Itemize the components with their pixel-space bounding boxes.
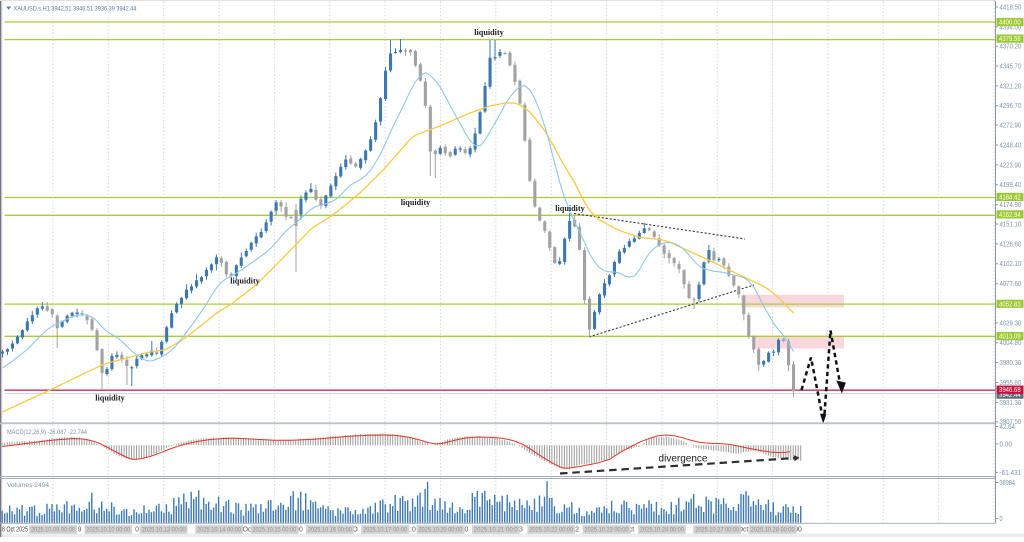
svg-text:2025.10.21 00:0: 2025.10.21 00:0: [474, 527, 518, 534]
svg-text:Volumes 2494: Volumes 2494: [7, 482, 49, 489]
svg-text:Oct: Oct: [738, 527, 749, 534]
svg-text:4199.40: 4199.40: [1000, 182, 1022, 189]
svg-text:4321.20: 4321.20: [1000, 83, 1022, 90]
svg-text:2025.10.09 00:00: 2025.10.09 00:00: [31, 527, 75, 534]
svg-text:2025.10.22 00:00: 2025.10.22 00:00: [529, 527, 573, 534]
svg-text:4370.20: 4370.20: [1000, 44, 1022, 51]
svg-text:Oct: Oct: [243, 527, 254, 534]
svg-text:2025.10.17 00:00: 2025.10.17 00:00: [363, 527, 407, 534]
svg-text:MACD(12,26,9) -26.087 -22.744: MACD(12,26,9) -26.087 -22.744: [7, 429, 87, 436]
svg-text:4052.83: 4052.83: [999, 301, 1021, 308]
svg-text:3907.50: 3907.50: [1000, 419, 1022, 426]
svg-text:8 Oct 2025: 8 Oct 2025: [2, 527, 28, 534]
svg-text:liquidity: liquidity: [95, 394, 125, 403]
svg-text:2025.10.10 00:00: 2025.10.10 00:00: [86, 527, 130, 534]
svg-text:4345.70: 4345.70: [1000, 64, 1022, 71]
svg-text:divergence: divergence: [659, 454, 708, 465]
svg-text:4151.10: 4151.10: [1000, 221, 1022, 228]
svg-text:4029.30: 4029.30: [1000, 320, 1022, 327]
svg-text:2025.10.24 00:00: 2025.10.24 00:00: [640, 527, 684, 534]
svg-text:4077.60: 4077.60: [1000, 281, 1022, 288]
svg-text:0: 0: [1000, 516, 1003, 523]
svg-text:4394.00: 4394.00: [1000, 24, 1022, 31]
svg-text:4013.09: 4013.09: [999, 334, 1021, 341]
svg-text:2025.10.15 00:00: 2025.10.15 00:00: [252, 527, 296, 534]
svg-text:2025.10.20 00:00: 2025.10.20 00:00: [418, 527, 462, 534]
svg-text:liquidity: liquidity: [230, 277, 260, 286]
svg-text:4174.90: 4174.90: [1000, 202, 1022, 209]
svg-text:liquidity: liquidity: [474, 28, 504, 37]
svg-text:liquidity: liquidity: [401, 198, 431, 207]
svg-text:1:0: 1:0: [406, 527, 416, 534]
svg-text:liquidity: liquidity: [555, 204, 585, 213]
svg-text:0: 0: [135, 527, 139, 534]
svg-text:2025.10.16 00:00: 2025.10.16 00:00: [308, 527, 352, 534]
svg-text:4272.90: 4272.90: [1000, 123, 1022, 130]
svg-text:3955.80: 3955.80: [1000, 380, 1022, 387]
svg-text:4184.42: 4184.42: [999, 194, 1021, 201]
svg-text:2: 2: [575, 527, 579, 534]
svg-text:0.00: 0.00: [1000, 441, 1013, 448]
svg-text:2025.10.28 00:00: 2025.10.28 00:00: [751, 527, 795, 534]
svg-text:3980.30: 3980.30: [1000, 360, 1022, 367]
svg-text:2025.10.23 00:00: 2025.10.23 00:00: [585, 527, 629, 534]
svg-text:O: O: [352, 527, 358, 534]
svg-text:20: 20: [461, 527, 469, 534]
svg-text:3942.44: 3942.44: [999, 392, 1021, 399]
svg-text:4102.10: 4102.10: [1000, 261, 1022, 268]
svg-text:4248.40: 4248.40: [1000, 142, 1022, 149]
svg-text:42.64: 42.64: [1000, 424, 1016, 431]
svg-text:3931.30: 3931.30: [1000, 400, 1022, 407]
svg-text:4126.60: 4126.60: [1000, 241, 1022, 248]
svg-text:00: 00: [295, 527, 303, 534]
svg-text:4379.56: 4379.56: [999, 36, 1021, 43]
svg-text:38984: 38984: [1000, 480, 1016, 487]
svg-text:2025.10.14 00:00: 2025.10.14 00:00: [197, 527, 241, 534]
svg-text:3946.68: 3946.68: [999, 387, 1021, 394]
svg-text:-61.431: -61.431: [1000, 470, 1022, 477]
svg-text:4223.90: 4223.90: [1000, 162, 1022, 169]
svg-text:4296.70: 4296.70: [1000, 103, 1022, 110]
svg-text:4418.50: 4418.50: [1000, 4, 1022, 11]
svg-text:2025.10.27 00:00: 2025.10.27 00:00: [695, 527, 739, 534]
svg-text:00: 00: [794, 527, 802, 534]
svg-text:4004.80: 4004.80: [1000, 340, 1022, 347]
svg-text:XAUUSD.s,H1 3942.51 3946.51 39: XAUUSD.s,H1 3942.51 3946.51 3936.39 3942…: [14, 6, 137, 13]
svg-text:2025.10.13 00:00: 2025.10.13 00:00: [142, 527, 186, 534]
svg-text:4162.94: 4162.94: [999, 212, 1021, 219]
svg-text:ct: ct: [629, 527, 634, 534]
svg-text:4400.00: 4400.00: [999, 20, 1021, 27]
svg-text:9: 9: [78, 527, 82, 534]
